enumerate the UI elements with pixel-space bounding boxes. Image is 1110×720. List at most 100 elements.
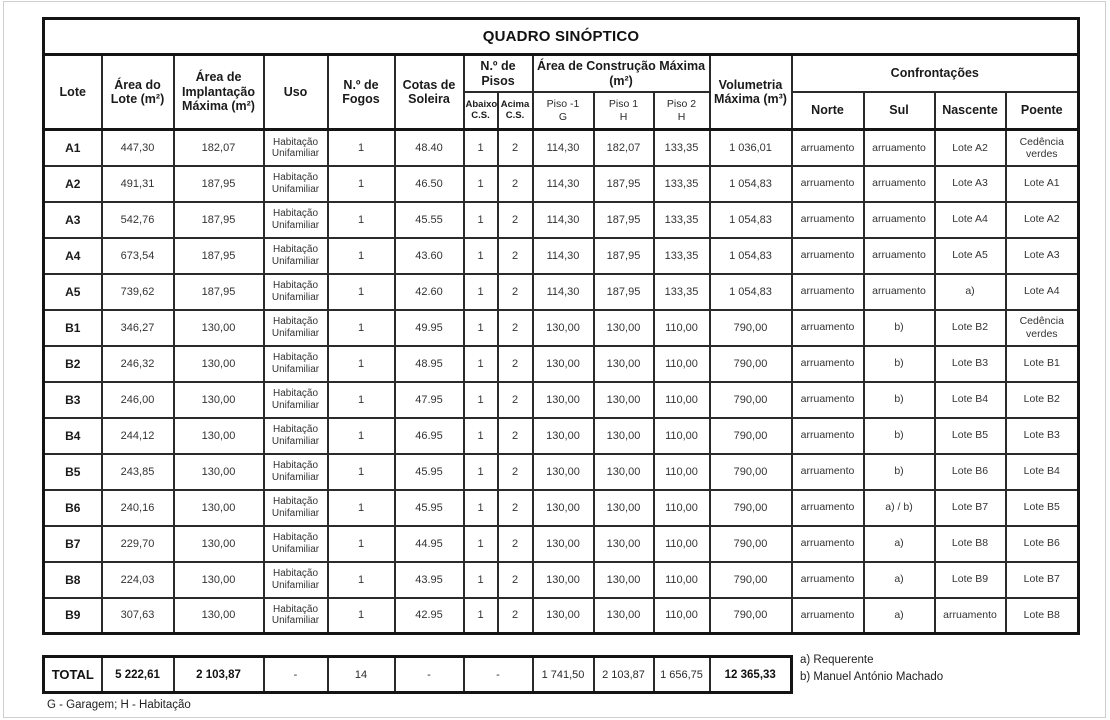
- cell-area_lote: 491,31: [100, 164, 175, 203]
- cell-area_impl: 182,07: [172, 128, 265, 167]
- header-piso-m1: Piso -1 G: [531, 91, 595, 131]
- cell-abaixo: 1: [462, 308, 499, 347]
- cell-nascente: arruamento: [933, 596, 1007, 635]
- cell-poente: Lote B1: [1004, 344, 1080, 383]
- cell-acima: 2: [496, 200, 534, 239]
- header-acima-sub: C.S.: [505, 109, 525, 121]
- cell-sul: arruamento: [862, 236, 936, 275]
- cell-sul: arruamento: [862, 272, 936, 311]
- cell-cotas: 45.95: [393, 452, 465, 491]
- cell-piso_2: 133,35: [652, 272, 711, 311]
- cell-piso_2: 110,00: [652, 416, 711, 455]
- cell-nascente: a): [933, 272, 1007, 311]
- cell-uso: Habitação Unifamiliar: [262, 128, 329, 167]
- cell-area_impl: 130,00: [172, 308, 265, 347]
- cell-norte: arruamento: [790, 236, 865, 275]
- cell-nascente: Lote A2: [933, 128, 1007, 167]
- cell-nascente: Lote B3: [933, 344, 1007, 383]
- cell-piso_m1: 130,00: [531, 488, 595, 527]
- cell-fogos: 1: [326, 416, 396, 455]
- note-a: a) Requerente: [800, 654, 874, 666]
- cell-sul: arruamento: [862, 164, 936, 203]
- cell-norte: arruamento: [790, 164, 865, 203]
- cell-vol: 1 054,83: [708, 236, 793, 275]
- cell-poente: Lote B6: [1004, 524, 1080, 563]
- cell-fogos: 1: [326, 524, 396, 563]
- cell-sul: a) / b): [862, 488, 936, 527]
- total-table: TOTAL 5 222,61 2 103,87 - 14 - - 1 741,5…: [42, 655, 793, 694]
- table-row: B5 243,85 130,00 Habitação Unifamiliar 1 45.9…: [42, 452, 1080, 491]
- total-pisos: -: [462, 655, 534, 694]
- cell-cotas: 49.95: [393, 308, 465, 347]
- header-sub-row: Abaixo C.S. Acima C.S. Piso -1 G Piso 1 …: [43, 91, 1080, 131]
- cell-vol: 790,00: [708, 416, 793, 455]
- cell-piso_2: 133,35: [652, 236, 711, 275]
- cell-area_lote: 673,54: [100, 236, 175, 275]
- cell-acima: 2: [496, 272, 534, 311]
- cell-acima: 2: [496, 164, 534, 203]
- cell-fogos: 1: [326, 200, 396, 239]
- cell-cotas: 48.95: [393, 344, 465, 383]
- cell-area_lote: 224,03: [100, 560, 175, 599]
- cell-norte: arruamento: [790, 308, 865, 347]
- cell-vol: 790,00: [708, 488, 793, 527]
- total-area-lote: 5 222,61: [100, 655, 175, 694]
- cell-fogos: 1: [326, 596, 396, 635]
- cell-nascente: Lote B9: [933, 560, 1007, 599]
- cell-fogos: 1: [326, 128, 396, 167]
- header-abaixo-sub: C.S.: [471, 109, 490, 121]
- cell-sul: b): [862, 308, 936, 347]
- cell-piso_m1: 130,00: [531, 452, 595, 491]
- cell-area_lote: 447,30: [100, 128, 175, 167]
- cell-piso_2: 110,00: [652, 452, 711, 491]
- cell-abaixo: 1: [462, 488, 499, 527]
- cell-fogos: 1: [326, 560, 396, 599]
- cell-abaixo: 1: [462, 236, 499, 275]
- cell-abaixo: 1: [462, 272, 499, 311]
- total-volumetria: 12 365,33: [708, 655, 793, 694]
- header-area-lote: Área do Lote (m²): [100, 53, 175, 131]
- cell-lote: A2: [42, 164, 103, 203]
- cell-nascente: Lote A5: [933, 236, 1007, 275]
- cell-piso_m1: 130,00: [531, 524, 595, 563]
- header-area-implantacao: Área de Implantação Máxima (m²): [172, 53, 265, 131]
- cell-lote: B3: [42, 380, 103, 419]
- cell-acima: 2: [496, 560, 534, 599]
- table-row: A2 491,31 187,95 Habitação Unifamiliar 1 46.5…: [42, 164, 1080, 203]
- cell-piso_2: 133,35: [652, 128, 711, 167]
- cell-sul: b): [862, 416, 936, 455]
- header-nascente: Nascente: [933, 91, 1007, 131]
- cell-nascente: Lote A4: [933, 200, 1007, 239]
- cell-cotas: 45.55: [393, 200, 465, 239]
- main-table: QUADRO SINÓPTICO Lote Área do Lote (m²) …: [42, 17, 1081, 635]
- cell-acima: 2: [496, 308, 534, 347]
- cell-lote: B5: [42, 452, 103, 491]
- cell-acima: 2: [496, 452, 534, 491]
- cell-area_lote: 739,62: [100, 272, 175, 311]
- cell-fogos: 1: [326, 344, 396, 383]
- header-fogos: N.º de Fogos: [326, 53, 396, 131]
- cell-vol: 790,00: [708, 344, 793, 383]
- header-confrontacoes-group: Confrontações: [790, 53, 1080, 93]
- cell-piso_m1: 130,00: [531, 308, 595, 347]
- table-title: QUADRO SINÓPTICO: [42, 17, 1080, 56]
- cell-area_impl: 187,95: [172, 164, 265, 203]
- total-label: TOTAL: [42, 655, 103, 694]
- header-group-row: Lote Área do Lote (m²) Área de Implantaç…: [42, 53, 1080, 131]
- table-row: B7 229,70 130,00 Habitação Unifamiliar 1 44.9…: [42, 524, 1080, 563]
- cell-area_lote: 243,85: [100, 452, 175, 491]
- cell-poente: Lote A1: [1004, 164, 1080, 203]
- header-piso-1-label: Piso 1: [608, 97, 639, 110]
- cell-abaixo: 1: [462, 524, 499, 563]
- total-uso: -: [262, 655, 329, 694]
- cell-area_impl: 187,95: [172, 272, 265, 311]
- cell-poente: Lote B4: [1004, 452, 1080, 491]
- header-volumetria: Volumetria Máxima (m³): [708, 53, 793, 131]
- cell-lote: B1: [42, 308, 103, 347]
- cell-piso_1: 187,95: [592, 200, 655, 239]
- cell-area_impl: 130,00: [172, 596, 265, 635]
- cell-lote: B2: [42, 344, 103, 383]
- cell-uso: Habitação Unifamiliar: [262, 416, 329, 455]
- header-piso-2: Piso 2 H: [652, 91, 711, 131]
- cell-piso_1: 130,00: [592, 452, 655, 491]
